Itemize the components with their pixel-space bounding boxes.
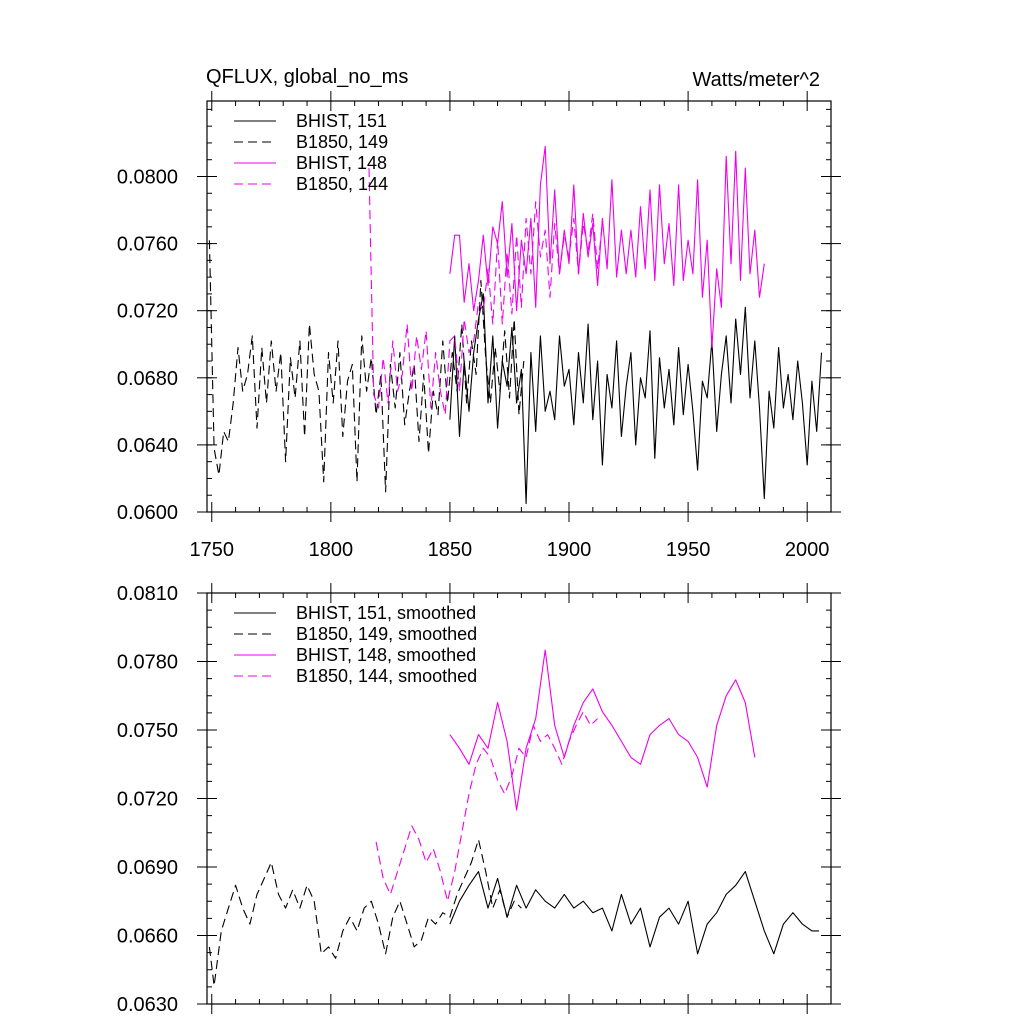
- top-x-tick-label: 1800: [309, 539, 354, 561]
- top-panel-title-right: Watts/meter^2: [692, 69, 820, 91]
- top-panel: QFLUX, global_no_ms Watts/meter^2 1750 18…: [117, 66, 841, 561]
- bottom-y-tick-label: 0.0630: [117, 994, 178, 1016]
- top-panel-plot-area: 1750 1800 1850 1900 1950 2000 0.0600 0.0640 0.06…: [117, 91, 841, 561]
- bottom-series-line-2: [449, 649, 756, 811]
- top-legend-label-3: B1850, 144: [296, 174, 388, 194]
- top-legend-label-2: BHIST, 148: [296, 153, 387, 173]
- top-panel-title-left: QFLUX, global_no_ms: [206, 66, 408, 88]
- top-y-tick-label: 0.0800: [117, 166, 178, 188]
- top-x-tick-label: 1850: [428, 539, 473, 561]
- top-axes-frame: [206, 100, 832, 513]
- bottom-legend-label-0: BHIST, 151, smoothed: [296, 603, 476, 623]
- bottom-legend-label-1: B1850, 149, smoothed: [296, 624, 477, 644]
- top-x-tick-label: 1900: [547, 539, 592, 561]
- top-series-line-1: [208, 240, 525, 493]
- top-series-line-0: [449, 293, 823, 505]
- bottom-panel-plot-area: 0.0630 0.0660 0.0690 0.0720 0.0750 0.0780 0.08…: [117, 583, 841, 1016]
- bottom-y-tick-label: 0.0780: [117, 652, 178, 674]
- bottom-y-tick-label: 0.0810: [117, 583, 178, 605]
- top-y-tick-label: 0.0720: [117, 301, 178, 323]
- top-x-tick-label: 2000: [785, 539, 830, 561]
- top-y-tick-label: 0.0760: [117, 234, 178, 256]
- bottom-series-line-1: [208, 839, 522, 987]
- top-series-line-2: [449, 145, 765, 349]
- bottom-panel: 0.0630 0.0660 0.0690 0.0720 0.0750 0.0780 0.08…: [117, 583, 841, 1016]
- top-x-tick-label: 1750: [190, 539, 235, 561]
- bottom-y-tick-label: 0.0690: [117, 857, 178, 879]
- top-legend-label-0: BHIST, 151: [296, 111, 387, 131]
- bottom-legend-label-3: B1850, 144, smoothed: [296, 666, 477, 686]
- bottom-y-tick-label: 0.0750: [117, 720, 178, 742]
- top-x-tick-label: 1950: [666, 539, 711, 561]
- bottom-legend-label-2: BHIST, 148, smoothed: [296, 645, 476, 665]
- bottom-y-tick-label: 0.0720: [117, 789, 178, 811]
- top-legend-label-1: B1850, 149: [296, 132, 388, 152]
- top-y-tick-label: 0.0640: [117, 435, 178, 457]
- bottom-y-tick-label: 0.0660: [117, 926, 178, 948]
- bottom-series-line-0: [449, 871, 820, 955]
- top-series-line-3: [368, 168, 603, 416]
- top-y-tick-label: 0.0600: [117, 502, 178, 524]
- top-y-tick-label: 0.0680: [117, 368, 178, 390]
- bottom-series-line-3: [375, 711, 598, 902]
